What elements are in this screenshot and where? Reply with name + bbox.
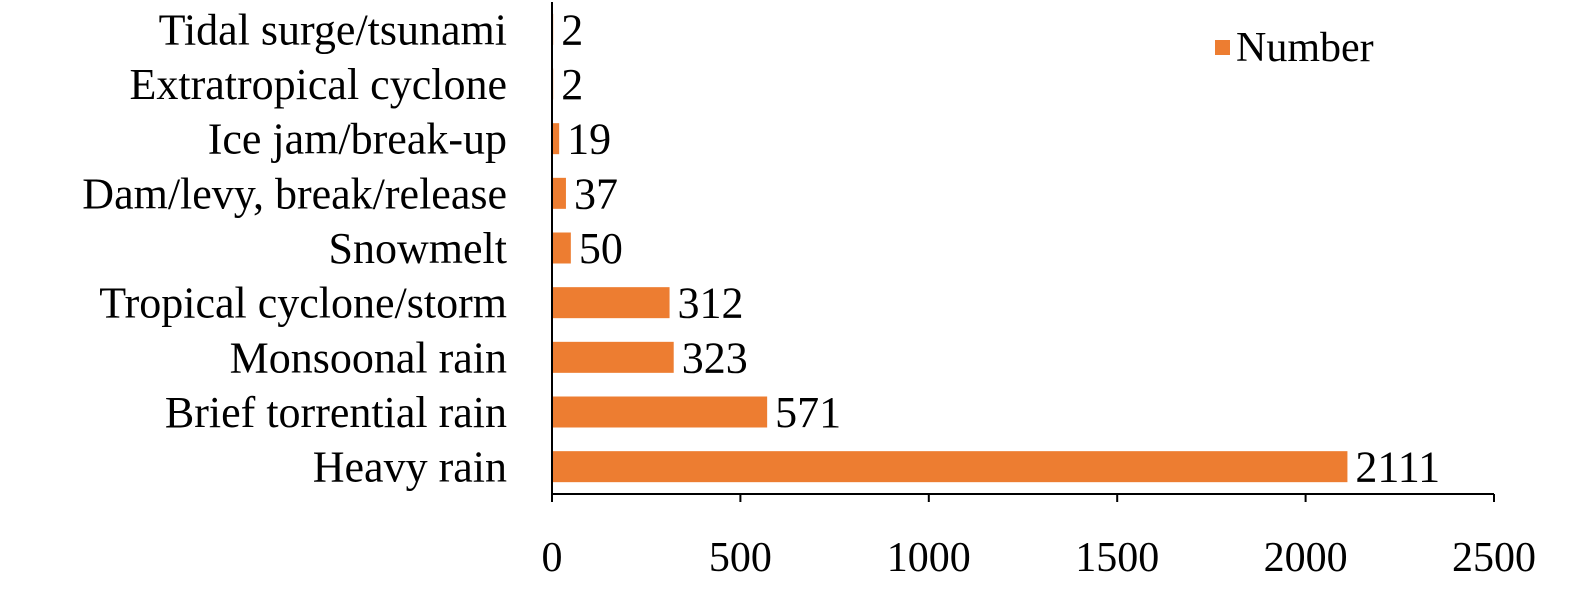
category-label-brief-torrential-rain: Brief torrential rain <box>165 388 507 437</box>
value-label-heavy-rain: 2111 <box>1355 443 1440 492</box>
bar-brief-torrential-rain <box>552 396 768 428</box>
legend-swatch <box>1215 40 1230 55</box>
axis-layer <box>551 2 1494 495</box>
category-label-snowmelt: Snowmelt <box>329 224 507 273</box>
x-tick-label-2500: 2500 <box>1452 535 1536 581</box>
value-label-ice-jam-break-up: 19 <box>567 115 611 164</box>
bar-ice-jam-break-up <box>552 123 560 155</box>
value-label-extratropical-cyclone: 2 <box>561 60 583 109</box>
bar-tropical-cyclone-storm <box>552 287 670 319</box>
value-labels-layer: 2111 571 323 312 50 37 19 2 2 <box>561 5 1440 491</box>
category-label-heavy-rain: Heavy rain <box>313 443 507 492</box>
bar-dam-levy-break-release <box>552 177 566 209</box>
value-label-tropical-cyclone-storm: 312 <box>678 279 744 328</box>
legend-label: Number <box>1236 25 1374 71</box>
category-label-monsoonal-rain: Monsoonal rain <box>230 333 507 382</box>
x-tick-label-2000: 2000 <box>1264 535 1348 581</box>
bar-monsoonal-rain <box>552 341 674 373</box>
value-label-snowmelt: 50 <box>579 224 623 273</box>
value-label-tidal-surge-tsunami: 2 <box>561 5 583 54</box>
category-labels-layer: Heavy rain Brief torrential rain Monsoonal… <box>82 5 507 491</box>
x-tick-label-0: 0 <box>542 535 563 581</box>
bars-layer <box>552 13 1348 483</box>
category-label-extratropical-cyclone: Extratropical cyclone <box>130 60 507 109</box>
bar-heavy-rain <box>552 451 1348 483</box>
bar-snowmelt <box>552 232 571 264</box>
x-tick-label-1500: 1500 <box>1075 535 1159 581</box>
value-label-brief-torrential-rain: 571 <box>775 388 841 437</box>
x-axis-ticks: 0 500 1000 1500 2000 2500 <box>542 494 1536 581</box>
category-label-dam-levy-break-release: Dam/levy, break/release <box>82 169 507 218</box>
x-tick-label-500: 500 <box>709 535 772 581</box>
category-label-ice-jam-break-up: Ice jam/break-up <box>208 115 507 164</box>
value-label-dam-levy-break-release: 37 <box>574 169 618 218</box>
legend: Number <box>1215 25 1374 71</box>
value-label-monsoonal-rain: 323 <box>682 333 748 382</box>
x-tick-label-1000: 1000 <box>887 535 971 581</box>
category-label-tropical-cyclone-storm: Tropical cyclone/storm <box>99 279 507 328</box>
category-label-tidal-surge-tsunami: Tidal surge/tsunami <box>159 5 507 54</box>
